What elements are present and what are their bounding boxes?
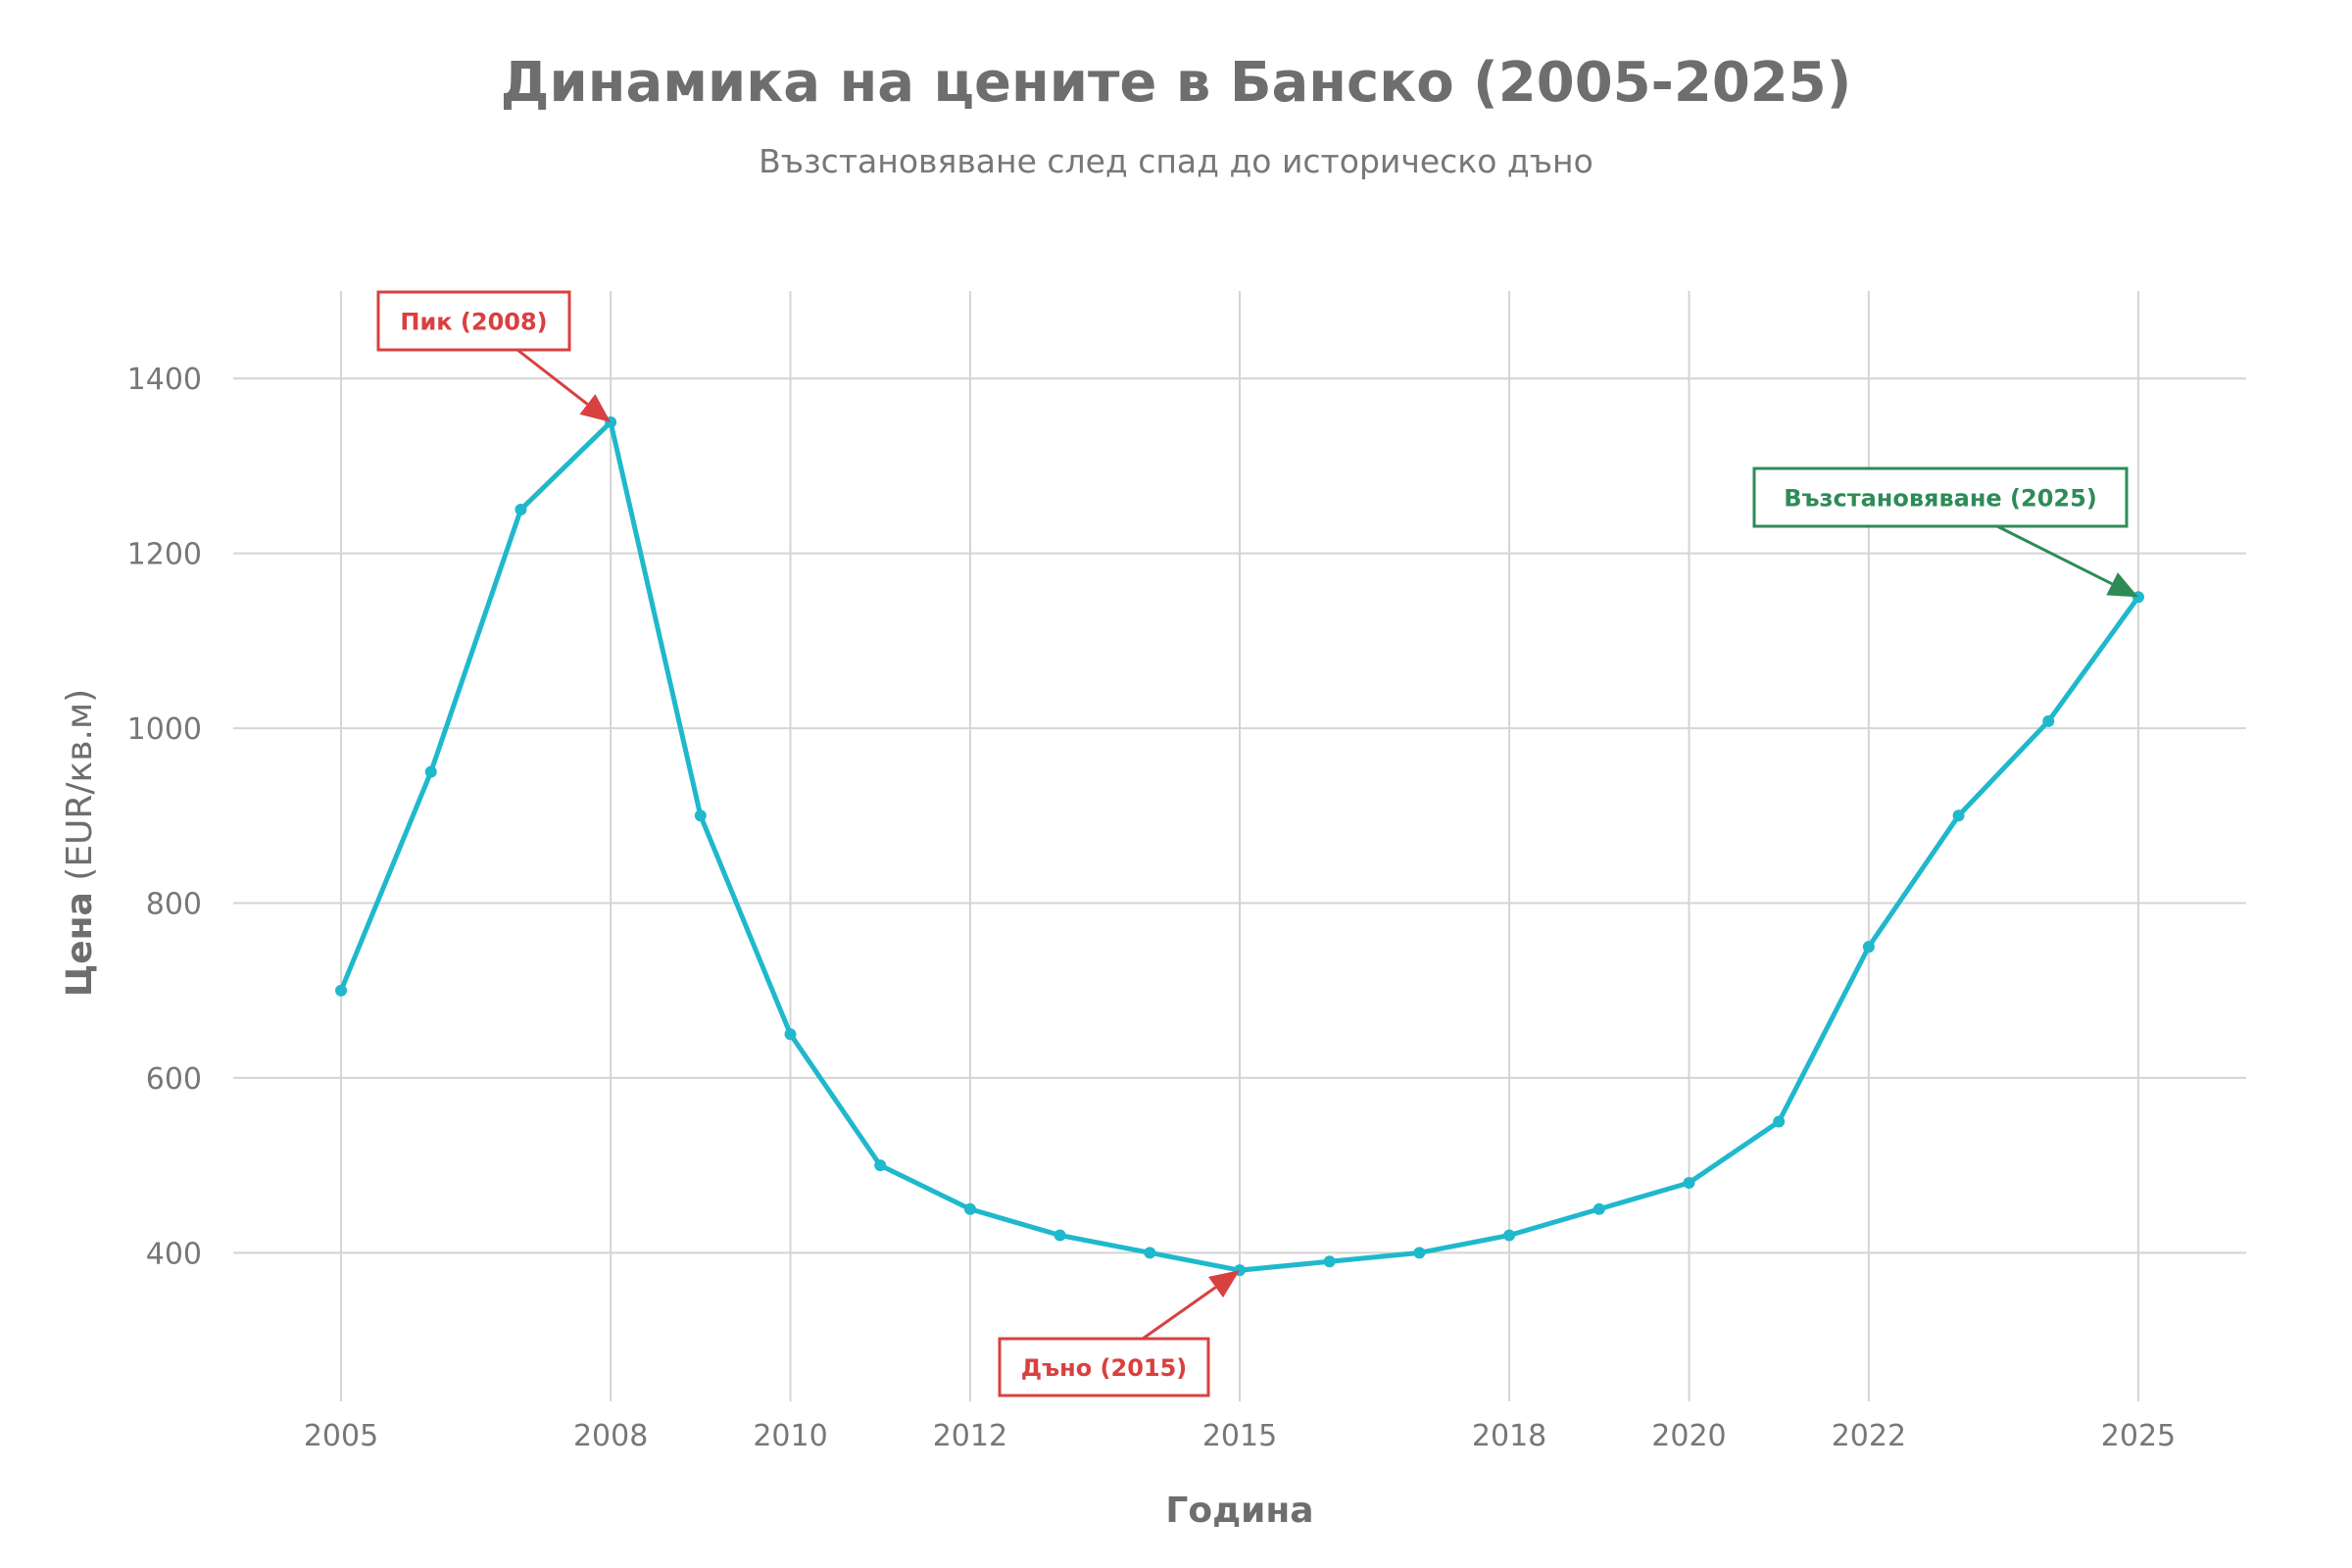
annotation-box: [998, 1337, 1210, 1397]
data-point: [874, 1159, 887, 1172]
annotation-label: Пик (2008): [400, 309, 547, 336]
x-tick-label: 2022: [1832, 1419, 1906, 1453]
data-point: [1862, 941, 1875, 954]
tick-labels: 400 600 800 1000 1200 1400 2005 2008 2010 2012 201…: [127, 363, 2177, 1453]
y-tick-label: 1400: [127, 363, 202, 397]
data-point: [1503, 1229, 1516, 1242]
y-axis-label: Цена (EUR/кв.м): [60, 689, 100, 997]
x-tick-label: 2012: [933, 1419, 1007, 1453]
data-point: [514, 504, 527, 516]
annotation: Пик (2008): [376, 290, 612, 422]
data-point: [1683, 1176, 1695, 1189]
data-point: [694, 809, 707, 822]
data-point: [1413, 1247, 1426, 1259]
annotation-arrow: [1142, 1286, 1217, 1341]
y-tick-label: 600: [146, 1062, 202, 1097]
annotation-arrow: [516, 348, 589, 406]
x-tick-label: 2015: [1202, 1419, 1277, 1453]
x-tick-label: 2020: [1651, 1419, 1726, 1453]
data-point: [2042, 714, 2055, 727]
annotation-arrowhead: [579, 394, 612, 422]
x-tick-label: 2025: [2101, 1419, 2176, 1453]
x-tick-label: 2005: [304, 1419, 378, 1453]
chart-title: Динамика на цените в Банско (2005-2025): [501, 51, 1852, 115]
annotation-arrow: [1996, 524, 2113, 586]
annotation-arrowhead: [2106, 572, 2138, 598]
annotation-box: [1752, 466, 2129, 528]
data-point: [1773, 1115, 1786, 1128]
annotation-arrowhead: [1207, 1270, 1240, 1298]
grid: [233, 291, 2246, 1401]
data-point: [424, 765, 437, 778]
y-tick-label: 1000: [127, 712, 202, 747]
x-tick-label: 2018: [1472, 1419, 1546, 1453]
y-tick-label: 800: [146, 887, 202, 921]
x-axis-label: Година: [1165, 1491, 1313, 1531]
data-point: [963, 1202, 976, 1215]
annotations: Пик (2008) Дъно (2015) Възстановяване (202…: [376, 290, 2138, 1397]
y-tick-label: 400: [146, 1237, 202, 1271]
data-point: [335, 984, 348, 997]
y-axis-label-main: Цена: [60, 892, 100, 997]
data-point: [1054, 1229, 1066, 1242]
annotation-label: Дъно (2015): [1021, 1354, 1188, 1382]
data-point: [1952, 809, 1965, 822]
data-point: [1323, 1255, 1336, 1268]
data-point: [784, 1028, 797, 1041]
annotation-box: [376, 290, 571, 352]
chart-subtitle: Възстановяване след спад до историческо …: [759, 142, 1593, 180]
y-axis-label-unit: (EUR/кв.м): [60, 689, 100, 892]
x-tick-label: 2008: [573, 1419, 648, 1453]
annotation-label: Възстановяване (2025): [1784, 485, 2097, 513]
annotation: Възстановяване (2025): [1752, 466, 2138, 598]
annotation: Дъно (2015): [998, 1270, 1240, 1397]
y-tick-label: 1200: [127, 538, 202, 572]
x-tick-label: 2010: [753, 1419, 827, 1453]
data-point: [1144, 1247, 1156, 1259]
data-point: [1592, 1202, 1605, 1215]
